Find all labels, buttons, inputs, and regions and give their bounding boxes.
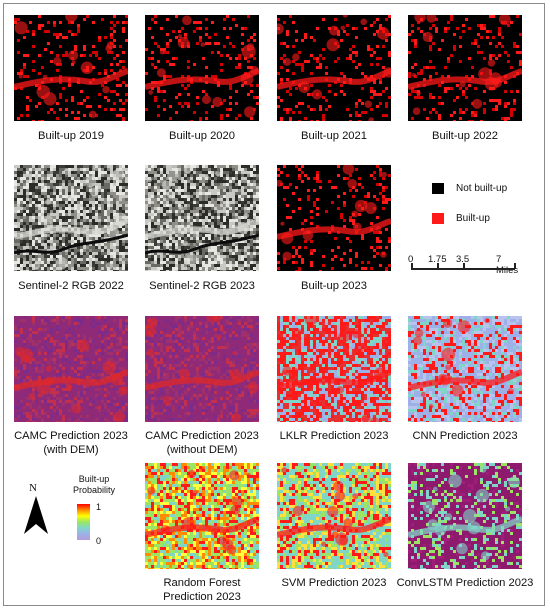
caption-builtup-2022: Built-up 2022 [432, 130, 498, 142]
map-svm [277, 463, 391, 569]
caption-camc-with-dem-line1: CAMC Prediction 2023 [14, 430, 128, 442]
map-camc-with-dem [14, 316, 128, 422]
map-random-forest [145, 463, 259, 569]
scale-label-3: 7 Miles [496, 254, 519, 276]
caption-random-forest: Random Forest Prediction 2023 [127, 576, 277, 604]
scale-label-0: 0 [408, 254, 414, 265]
legend-builtup: Built-up [432, 213, 490, 224]
caption-builtup-2023: Built-up 2023 [301, 280, 367, 292]
scale-bar: 0 1.75 3.5 7 Miles [408, 254, 518, 284]
caption-convlstm: ConvLSTM Prediction 2023 [396, 577, 534, 589]
caption-svm: SVM Prediction 2023 [281, 577, 387, 589]
probability-max-label: 1 [96, 502, 102, 512]
map-convlstm [408, 463, 522, 569]
caption-builtup-2020: Built-up 2020 [169, 130, 235, 142]
caption-camc-without-dem: CAMC Prediction 2023 (without DEM) [127, 429, 277, 457]
caption-lklr: LKLR Prediction 2023 [279, 430, 389, 442]
map-sentinel2-rgb-2022 [14, 165, 128, 271]
caption-camc-without-dem-line1: CAMC Prediction 2023 [145, 430, 259, 442]
map-texture [277, 165, 391, 271]
map-camc-without-dem [145, 316, 259, 422]
map-texture [145, 165, 259, 271]
north-arrow-icon [24, 496, 48, 534]
map-sentinel2-rgb-2023 [145, 165, 259, 271]
map-texture [408, 463, 522, 569]
caption-builtup-2021: Built-up 2021 [301, 130, 367, 142]
figure-frame [3, 3, 545, 606]
map-texture [145, 15, 259, 121]
map-texture [145, 316, 259, 422]
map-cnn [408, 316, 522, 422]
map-texture [14, 165, 128, 271]
north-label: N [29, 482, 37, 494]
scale-label-2: 3.5 [456, 254, 470, 265]
map-builtup-2022 [408, 15, 522, 121]
caption-camc-with-dem-line2: (with DEM) [43, 444, 99, 456]
scale-tick [463, 263, 465, 269]
probability-color-bar [77, 504, 90, 540]
map-builtup-2023 [277, 165, 391, 271]
legend-not-builtup: Not built-up [432, 183, 507, 194]
swatch-builtup [432, 213, 444, 224]
map-texture [14, 316, 128, 422]
map-builtup-2020 [145, 15, 259, 121]
probability-legend-title: Built-up Probability [64, 474, 124, 496]
scale-tick [411, 263, 413, 269]
scale-tick [514, 263, 516, 269]
map-builtup-2021 [277, 15, 391, 121]
caption-camc-with-dem: CAMC Prediction 2023 (with DEM) [0, 429, 146, 457]
legend-not-builtup-label: Not built-up [456, 183, 508, 194]
map-texture [14, 15, 128, 121]
scale-label-1: 1.75 [428, 254, 447, 265]
caption-random-forest-line2: Prediction 2023 [163, 591, 241, 603]
legend-builtup-label: Built-up [456, 213, 490, 224]
map-texture [277, 316, 391, 422]
caption-random-forest-line1: Random Forest [163, 577, 241, 589]
probability-title-line2: Probability [72, 485, 116, 495]
scale-tick [437, 263, 439, 269]
map-texture [277, 463, 391, 569]
caption-camc-without-dem-line2: (without DEM) [166, 444, 238, 456]
caption-rgb-2023: Sentinel-2 RGB 2023 [149, 280, 255, 292]
map-texture [408, 316, 522, 422]
caption-builtup-2019: Built-up 2019 [38, 130, 104, 142]
map-texture [277, 15, 391, 121]
map-texture [145, 463, 259, 569]
probability-title-line1: Built-up [78, 474, 110, 484]
swatch-not-builtup [432, 183, 444, 194]
map-lklr [277, 316, 391, 422]
probability-min-label: 0 [96, 536, 102, 546]
map-builtup-2019 [14, 15, 128, 121]
caption-rgb-2022: Sentinel-2 RGB 2022 [18, 280, 124, 292]
caption-cnn: CNN Prediction 2023 [412, 430, 518, 442]
map-texture [408, 15, 522, 121]
